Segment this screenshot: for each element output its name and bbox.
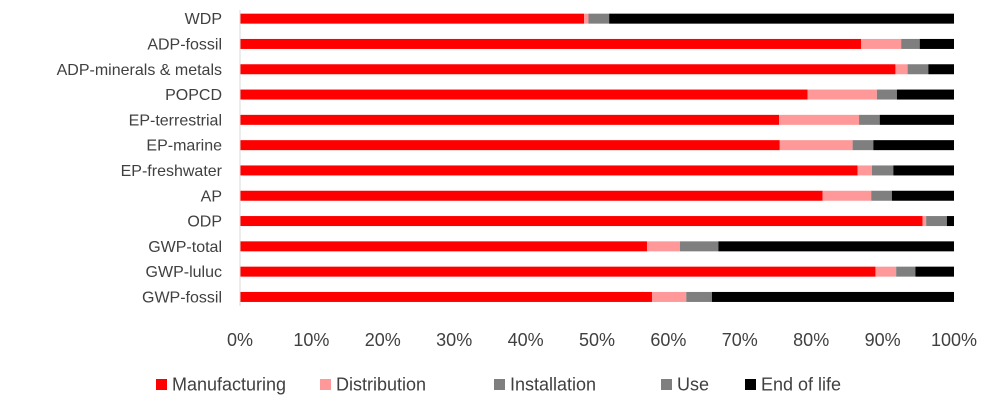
bar-segment-distribution-ap (823, 191, 872, 201)
bar-segment-end-of-life-ep-freshwater (893, 165, 954, 175)
category-label-adp-fossil: ADP-fossil (147, 36, 222, 53)
bar-segment-distribution-ep-freshwater (858, 165, 872, 175)
legend-swatch-distribution (320, 379, 331, 390)
x-tick-label-60: 60% (650, 330, 686, 350)
category-label-gwp-luluc: GWP-luluc (146, 264, 222, 281)
legend: Manufacturing Distribution Installation Use… (156, 375, 841, 395)
x-tick-label-100: 100% (931, 330, 977, 350)
category-labels: WDP ADP-fossil ADP-minerals & metals POPCD E… (57, 11, 223, 306)
bar-segment-end-of-life-gwp-fossil (712, 292, 954, 302)
bar-segment-distribution-ep-terrestrial (779, 115, 859, 125)
bar-segment-installation-adp-minerals-metals (908, 64, 929, 74)
bar-segment-installation-wdp (588, 14, 609, 24)
bar-segment-installation-adp-fossil (901, 39, 920, 49)
bar-segment-installation-gwp-total (680, 241, 719, 251)
bar-segment-end-of-life-ap (892, 191, 954, 201)
legend-label-use: Use (677, 375, 709, 395)
x-tick-label-30: 30% (436, 330, 472, 350)
bar-segment-installation-odp (926, 216, 947, 226)
category-label-ap: AP (201, 188, 222, 205)
bar-segment-end-of-life-wdp (609, 14, 954, 24)
bar-segment-distribution-wdp (584, 14, 588, 24)
x-tick-label-50: 50% (579, 330, 615, 350)
bar-segment-installation-ep-freshwater (872, 165, 893, 175)
category-label-ep-freshwater: EP-freshwater (121, 163, 223, 180)
bar-segment-manufacturing-ep-marine (240, 140, 780, 150)
legend-label-distribution: Distribution (336, 375, 426, 395)
bar-segment-manufacturing-adp-fossil (240, 39, 861, 49)
x-tick-label-10: 10% (293, 330, 329, 350)
x-tick-label-70: 70% (722, 330, 758, 350)
bar-segment-manufacturing-ep-freshwater (240, 165, 858, 175)
bar-segment-manufacturing-popcd (240, 90, 808, 100)
bar-segment-manufacturing-adp-minerals-metals (240, 64, 895, 74)
bar-segment-manufacturing-gwp-fossil (240, 292, 652, 302)
x-tick-label-90: 90% (865, 330, 901, 350)
legend-label-manufacturing: Manufacturing (172, 375, 286, 395)
bar-segment-installation-ep-terrestrial (859, 115, 880, 125)
category-label-ep-terrestrial: EP-terrestrial (129, 112, 222, 129)
bar-segment-installation-gwp-luluc (896, 267, 915, 277)
bar-segment-manufacturing-odp (240, 216, 923, 226)
bar-segment-distribution-popcd (808, 90, 877, 100)
bar-segment-manufacturing-wdp (240, 14, 584, 24)
category-label-gwp-total: GWP-total (148, 239, 222, 256)
bar-segment-distribution-ep-marine (780, 140, 853, 150)
bar-segment-installation-gwp-fossil (686, 292, 712, 302)
bar-segment-end-of-life-gwp-luluc (915, 267, 954, 277)
legend-swatch-use (661, 379, 672, 390)
category-label-wdp: WDP (185, 11, 222, 28)
legend-label-installation: Installation (510, 375, 596, 395)
bar-segment-distribution-odp (923, 216, 927, 226)
bar-segment-manufacturing-gwp-total (240, 241, 647, 251)
bar-segment-end-of-life-odp (947, 216, 954, 226)
bars-layer (240, 14, 954, 302)
legend-label-end-of-life: End of life (761, 375, 841, 395)
category-label-ep-marine: EP-marine (146, 138, 222, 155)
x-tick-label-80: 80% (793, 330, 829, 350)
bar-segment-end-of-life-adp-minerals-metals (928, 64, 954, 74)
x-tick-label-0: 0% (227, 330, 253, 350)
bar-segment-installation-ap (871, 191, 892, 201)
bar-segment-distribution-gwp-luluc (875, 267, 896, 277)
x-tick-label-20: 20% (365, 330, 401, 350)
bar-segment-manufacturing-gwp-luluc (240, 267, 875, 277)
x-tick-label-40: 40% (508, 330, 544, 350)
bar-segment-end-of-life-popcd (897, 90, 954, 100)
bar-segment-distribution-gwp-total (647, 241, 680, 251)
category-label-popcd: POPCD (165, 87, 222, 104)
bar-segment-distribution-gwp-fossil (652, 292, 686, 302)
bar-segment-end-of-life-ep-marine (873, 140, 954, 150)
bar-segment-end-of-life-adp-fossil (920, 39, 954, 49)
bar-segment-installation-ep-marine (853, 140, 874, 150)
category-label-gwp-fossil: GWP-fossil (142, 289, 222, 306)
bar-segment-distribution-adp-minerals-metals (895, 64, 907, 74)
bar-segment-installation-popcd (877, 90, 897, 100)
bar-segment-end-of-life-ep-terrestrial (880, 115, 954, 125)
x-tick-labels: 0% 10% 20% 30% 40% 50% 60% 70% 80% 90% 100% (227, 330, 977, 350)
legend-swatch-end-of-life (745, 379, 756, 390)
legend-swatch-manufacturing (156, 379, 167, 390)
category-label-adp-minerals-metals: ADP-minerals & metals (57, 62, 222, 79)
bar-segment-end-of-life-gwp-total (718, 241, 954, 251)
bar-segment-manufacturing-ep-terrestrial (240, 115, 779, 125)
bar-segment-distribution-adp-fossil (861, 39, 901, 49)
legend-swatch-installation (494, 379, 505, 390)
bar-segment-manufacturing-ap (240, 191, 823, 201)
category-label-odp: ODP (187, 214, 222, 231)
